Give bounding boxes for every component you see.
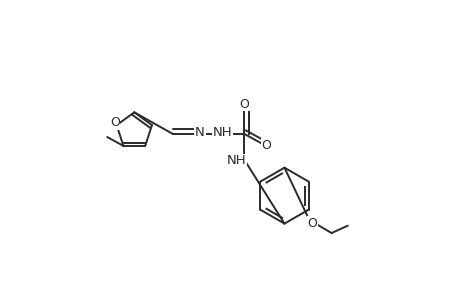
- Text: N: N: [195, 126, 204, 139]
- Text: O: O: [239, 98, 248, 111]
- Text: NH: NH: [226, 154, 246, 167]
- Text: NH: NH: [212, 126, 232, 139]
- Text: O: O: [110, 116, 120, 129]
- Text: O: O: [307, 217, 316, 230]
- Text: O: O: [261, 139, 271, 152]
